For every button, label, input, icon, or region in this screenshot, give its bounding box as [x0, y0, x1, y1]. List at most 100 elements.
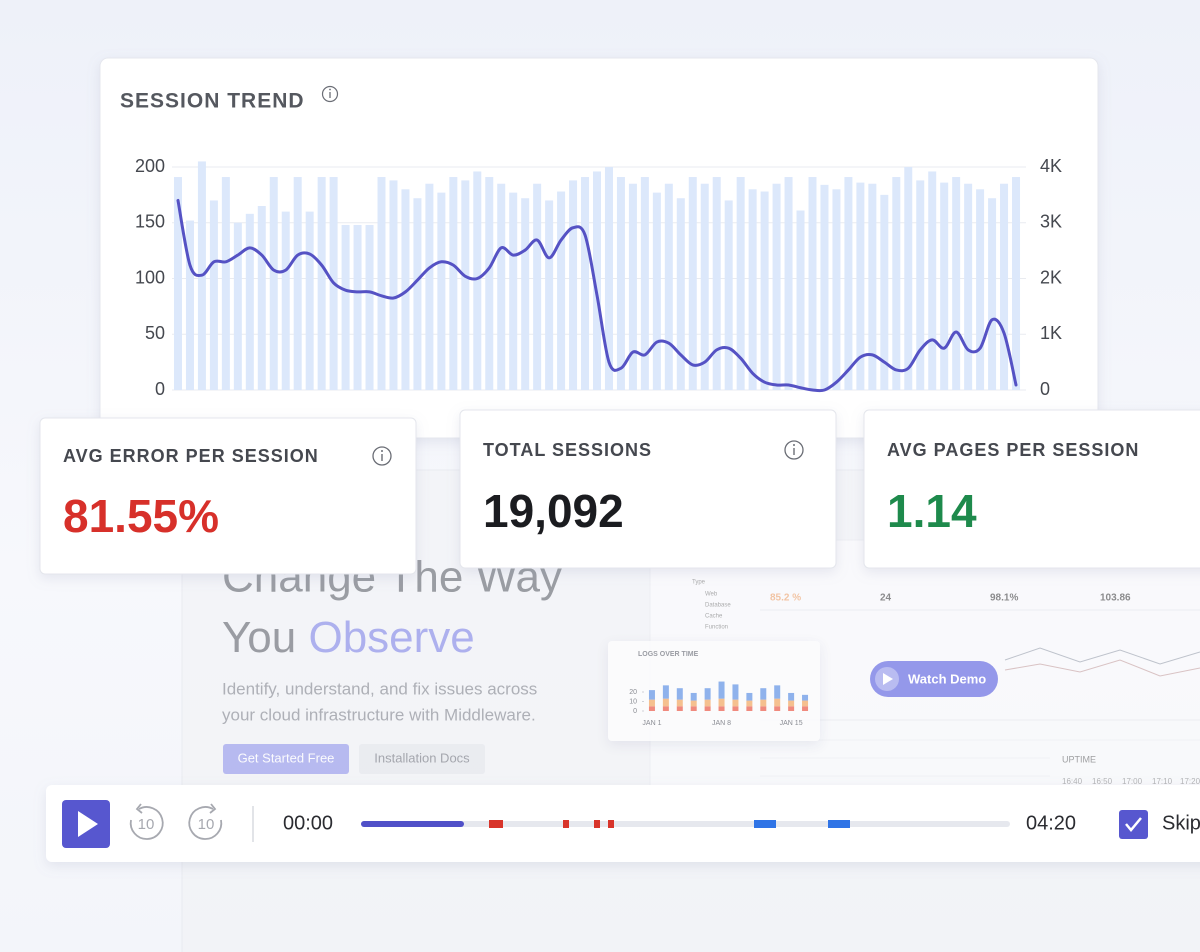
info-icon[interactable]	[784, 440, 804, 460]
bar-segment	[704, 688, 711, 700]
rewind-arrow	[135, 803, 143, 814]
skip-label: Skip	[1162, 812, 1200, 834]
logs-title: LOGS OVER TIME	[638, 651, 699, 658]
filter: Cache	[705, 614, 723, 620]
bar-segment	[802, 706, 809, 711]
bar	[365, 224, 374, 390]
bar-segment	[732, 684, 739, 700]
bar	[736, 177, 745, 390]
bar	[892, 177, 901, 390]
preview-line	[1004, 659, 1200, 677]
bar	[257, 206, 266, 390]
metric-cards: AVG ERROR PER SESSION 81.55% TOTAL SESSI…	[39, 409, 1200, 575]
bar	[760, 191, 769, 390]
bar-segment	[718, 681, 725, 699]
y2-tick-label: 3K	[1040, 212, 1062, 232]
bar-segment	[690, 692, 697, 701]
bar	[748, 189, 757, 390]
forward-icon[interactable]	[188, 806, 223, 840]
bar	[964, 183, 973, 390]
bar	[628, 183, 637, 390]
watch-demo-pill[interactable]	[870, 661, 998, 697]
preview-stat: 24	[880, 593, 892, 604]
bar	[856, 182, 865, 390]
bar	[341, 224, 350, 390]
x-tick-label: JAN 1	[642, 720, 661, 727]
preview-time: 17:00	[1122, 777, 1143, 786]
info-icon[interactable]	[321, 85, 339, 103]
bar-segment	[760, 706, 767, 711]
hero-subtitle: Identify, understand, and fix issues acr…	[222, 679, 537, 698]
primary-button[interactable]	[223, 744, 349, 774]
hero-plain: You	[222, 613, 296, 662]
filter: Database	[705, 603, 731, 609]
bar	[844, 177, 853, 390]
y-tick-label: 150	[135, 212, 165, 232]
bar	[820, 184, 829, 390]
metric-card	[39, 417, 417, 575]
bar	[473, 171, 482, 390]
rewind-label: 10	[138, 816, 155, 833]
bar	[209, 200, 218, 390]
duration: 04:20	[1026, 812, 1076, 834]
watch-demo[interactable]: Watch Demo	[870, 661, 998, 697]
bar	[377, 177, 386, 390]
y-tick-label: 100	[135, 267, 165, 287]
bar	[772, 183, 781, 390]
bar	[497, 183, 506, 390]
bar	[784, 177, 793, 390]
hero-line2: You Observe	[222, 613, 475, 662]
bar-segment	[788, 692, 795, 701]
bar	[940, 182, 949, 390]
forward-label: 10	[198, 816, 215, 833]
bar	[245, 213, 254, 390]
bar	[904, 167, 913, 390]
bar	[221, 177, 230, 390]
bar	[928, 171, 937, 390]
bar	[1012, 177, 1021, 390]
bar	[868, 183, 877, 390]
preview-time: 17:10	[1152, 777, 1173, 786]
bar	[401, 189, 410, 390]
logs-card-bg	[608, 641, 820, 741]
bar	[425, 183, 434, 390]
preview-label: UPTIME	[1062, 754, 1096, 764]
bar	[353, 224, 362, 390]
error-marker	[594, 820, 600, 828]
skip-checkbox[interactable]	[1119, 810, 1148, 839]
forward-arrow	[209, 803, 217, 814]
bar-segment	[746, 706, 753, 711]
bar	[437, 192, 446, 390]
preview-time: 16:40	[1062, 777, 1083, 786]
y-tick-label: 20	[629, 689, 637, 696]
bar	[712, 177, 721, 390]
check-glyph	[1125, 817, 1142, 832]
metric-card	[459, 409, 837, 569]
secondary-button[interactable]	[359, 744, 485, 774]
bar	[485, 177, 494, 390]
bar	[676, 198, 685, 390]
y2-tick-label: 2K	[1040, 267, 1062, 287]
bar	[976, 189, 985, 390]
bar-segment	[788, 706, 795, 711]
bar	[557, 191, 566, 390]
bar-segment	[718, 698, 725, 707]
bar-segment	[648, 699, 655, 707]
filter: Web	[705, 592, 718, 598]
rewind-icon[interactable]	[129, 806, 164, 840]
bar	[808, 177, 817, 390]
bar	[569, 180, 578, 390]
bar	[521, 198, 530, 390]
current-time: 00:00	[283, 812, 333, 834]
bar-segment	[676, 688, 683, 700]
bar	[832, 189, 841, 390]
info-icon[interactable]	[372, 446, 392, 466]
bar-segment	[788, 700, 795, 707]
bar-segment	[746, 700, 753, 707]
bar-segment	[676, 706, 683, 711]
bar	[293, 177, 302, 390]
metric-card	[863, 409, 1200, 569]
bar	[724, 200, 733, 390]
y-tick-label: 0	[633, 708, 637, 715]
